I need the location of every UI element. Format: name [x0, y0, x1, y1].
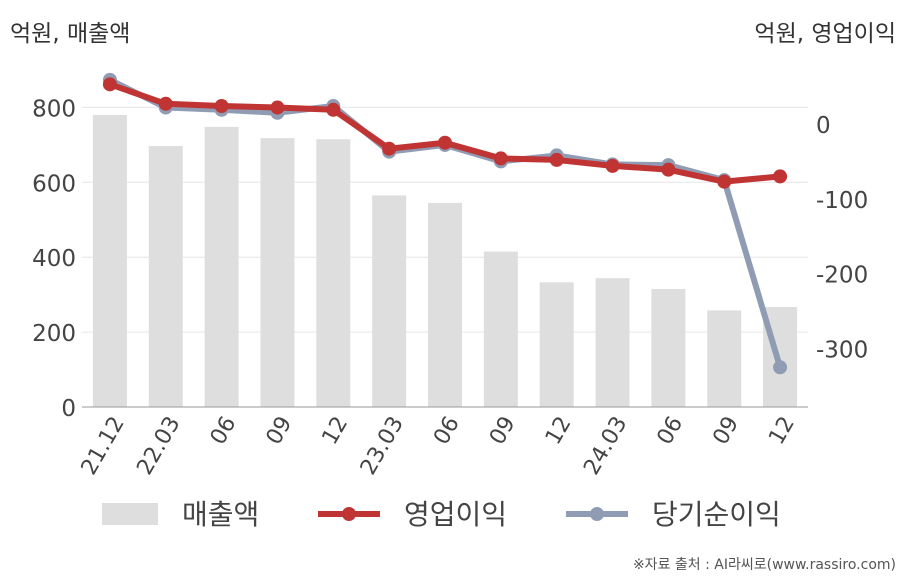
right-tick-label: -100 — [816, 188, 868, 214]
x-tick-label: 09 — [708, 412, 744, 449]
point-operating-profit — [605, 158, 620, 173]
point-operating-profit — [214, 99, 229, 114]
source-credit: ※자료 출처 : AI라씨로(www.rassiro.com) — [632, 557, 896, 573]
bar-revenue — [707, 310, 742, 407]
x-tick-label: 24.03 — [579, 412, 632, 479]
right-tick-label: 0 — [816, 113, 831, 139]
left-tick-label: 800 — [32, 96, 76, 122]
x-tick-label: 06 — [206, 412, 242, 449]
x-tick-label: 12 — [318, 412, 354, 449]
bar-revenue — [539, 282, 574, 407]
left-axis-unit-label: 억원, 매출액 — [10, 21, 131, 47]
point-operating-profit — [773, 169, 788, 184]
legend-revenue-label: 매출액 — [182, 498, 259, 531]
x-tick-label: 06 — [653, 412, 689, 449]
legend-net-income-marker — [590, 507, 604, 521]
x-tick-label: 12 — [541, 412, 577, 449]
point-net-income — [773, 360, 788, 375]
point-operating-profit — [326, 102, 341, 117]
legend-net-income-label: 당기순이익 — [652, 498, 781, 531]
bar-revenue — [148, 145, 183, 407]
bar-revenue — [372, 195, 407, 407]
legend-operating-profit-marker — [342, 507, 356, 521]
x-tick-label: 23.03 — [356, 412, 409, 479]
bar-revenue — [92, 114, 127, 407]
legend-operating-profit-label: 영업이익 — [404, 498, 507, 531]
left-tick-label: 200 — [32, 321, 76, 347]
x-tick-label: 22.03 — [132, 412, 185, 479]
bar-revenue — [428, 202, 462, 407]
legend-revenue-swatch — [102, 503, 158, 525]
x-tick-label: 12 — [764, 412, 800, 449]
right-tick-label: -300 — [816, 338, 868, 364]
bar-revenue — [204, 126, 239, 408]
x-tick-label: 06 — [429, 412, 465, 449]
bar-revenue — [260, 138, 295, 407]
point-operating-profit — [102, 77, 117, 92]
point-operating-profit — [549, 152, 564, 167]
bar-revenue — [595, 278, 630, 407]
x-tick-label: 09 — [262, 412, 298, 449]
left-tick-label: 400 — [32, 246, 76, 272]
left-tick-label: 0 — [61, 396, 76, 422]
right-tick-label: -200 — [816, 263, 868, 289]
left-tick-label: 600 — [32, 171, 76, 197]
point-operating-profit — [158, 96, 173, 111]
x-tick-label: 21.12 — [77, 412, 130, 479]
point-operating-profit — [438, 135, 452, 150]
point-operating-profit — [382, 141, 397, 156]
bar-revenue — [483, 251, 518, 407]
point-operating-profit — [661, 162, 676, 177]
point-operating-profit — [493, 151, 508, 166]
point-operating-profit — [717, 174, 732, 189]
point-operating-profit — [270, 100, 285, 115]
bar-revenue — [316, 139, 351, 408]
right-axis-unit-label: 억원, 영업이익 — [754, 21, 896, 47]
bar-revenue — [651, 289, 686, 407]
x-tick-label: 09 — [485, 412, 521, 449]
